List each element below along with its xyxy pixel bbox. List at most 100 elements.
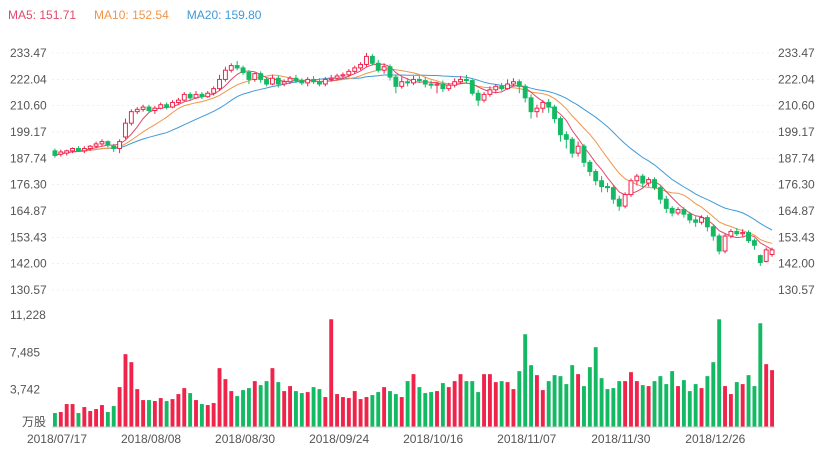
volume-bar <box>446 387 451 427</box>
candle-body <box>599 180 605 188</box>
volume-bar <box>117 387 122 427</box>
candle-body <box>52 150 58 156</box>
volume-bar <box>470 381 475 427</box>
candle-body <box>364 55 369 65</box>
volume-bar <box>423 393 428 427</box>
volume-bar <box>352 391 357 427</box>
candle-body <box>769 249 775 255</box>
volume-bar <box>323 397 328 427</box>
candle-body <box>740 232 746 235</box>
volume-bar <box>370 395 375 427</box>
price-tick-label-left: 176.30 <box>10 178 47 192</box>
volume-bar <box>482 374 486 427</box>
candle-body <box>428 83 434 86</box>
volume-bar <box>135 389 140 427</box>
volume-tick-label: 7,485 <box>10 345 40 359</box>
volume-bar <box>676 386 680 427</box>
candle-body <box>575 145 581 154</box>
candle-body <box>187 93 193 99</box>
volume-bar <box>364 397 369 427</box>
candle-body <box>681 209 687 215</box>
candle-body <box>616 198 622 207</box>
candle-body <box>128 111 134 124</box>
candle-body <box>405 81 411 84</box>
candle-body <box>140 106 146 110</box>
volume-bar <box>717 319 722 427</box>
volume-bar <box>217 368 222 427</box>
candle-body <box>640 175 646 184</box>
price-tick-label-left: 199.17 <box>10 125 47 139</box>
volume-unit-label: 万股 <box>22 415 46 429</box>
volume-bar <box>246 388 251 427</box>
date-tick-label: 2018/08/08 <box>121 432 181 446</box>
candle-body <box>152 107 158 112</box>
candle-body <box>346 70 352 76</box>
candle-body <box>311 78 317 83</box>
volume-bar <box>693 384 698 427</box>
date-tick-label: 2018/12/26 <box>685 432 745 446</box>
volume-bar <box>576 374 581 427</box>
candle-body <box>111 145 117 150</box>
volume-bar <box>176 394 181 427</box>
price-tick-label-right: 233.47 <box>778 46 815 60</box>
price-tick-label-right: 130.57 <box>778 283 815 297</box>
volume-bar <box>270 368 275 427</box>
candle-body <box>328 77 334 80</box>
price-tick-label-left: 153.43 <box>10 230 47 244</box>
volume-bar <box>70 404 75 427</box>
candle-body <box>299 80 305 84</box>
price-tick-label-right: 142.00 <box>778 257 815 271</box>
price-tick-label-left: 142.00 <box>10 257 47 271</box>
candle-body <box>334 75 340 79</box>
volume-bar <box>582 386 586 427</box>
candle-body <box>381 66 387 71</box>
volume-bar <box>199 404 204 427</box>
date-tick-label: 2018/09/24 <box>309 432 369 446</box>
volume-bar <box>205 405 210 427</box>
candle-body <box>746 232 751 242</box>
candle-body <box>593 171 599 182</box>
candle-body <box>281 81 287 85</box>
candle-body <box>528 97 534 113</box>
candle-body <box>463 78 469 82</box>
candle-body <box>628 180 634 196</box>
volume-bar <box>417 387 422 427</box>
volume-bar <box>341 397 345 427</box>
candle-body <box>757 255 763 264</box>
candle-body <box>264 78 269 85</box>
volume-bar <box>158 398 163 427</box>
candle-body <box>587 161 593 173</box>
candle-body <box>446 84 452 90</box>
volume-bar <box>258 385 263 427</box>
candle-body <box>693 219 699 223</box>
volume-bar <box>699 388 704 427</box>
candle-body <box>440 83 446 90</box>
volume-bar <box>311 387 316 427</box>
volume-bar <box>652 381 657 427</box>
candle-body <box>558 118 563 136</box>
candle-body <box>175 99 181 103</box>
candle-body <box>93 143 99 147</box>
volume-bar <box>382 387 387 427</box>
price-tick-label-right: 176.30 <box>778 178 815 192</box>
candle-body <box>199 93 205 98</box>
price-tick-label-left: 233.47 <box>10 46 47 60</box>
price-tick-label-right: 210.60 <box>778 99 815 113</box>
candle-body <box>634 175 640 182</box>
volume-bar <box>152 401 157 427</box>
candle-body <box>170 101 175 108</box>
price-tick-label-left: 164.87 <box>10 204 47 218</box>
volume-bar <box>670 371 675 427</box>
volume-bar <box>687 391 692 427</box>
candle-body <box>287 77 293 83</box>
volume-bar <box>458 374 463 427</box>
candle-body <box>605 186 610 189</box>
volume-bar <box>587 367 592 427</box>
candle-body <box>687 213 693 221</box>
candle-body <box>258 73 264 80</box>
volume-bar <box>376 392 381 427</box>
volume-bar <box>105 412 110 427</box>
volume-bar <box>646 386 651 427</box>
volume-bar <box>728 394 733 427</box>
volume-bar <box>570 365 575 427</box>
